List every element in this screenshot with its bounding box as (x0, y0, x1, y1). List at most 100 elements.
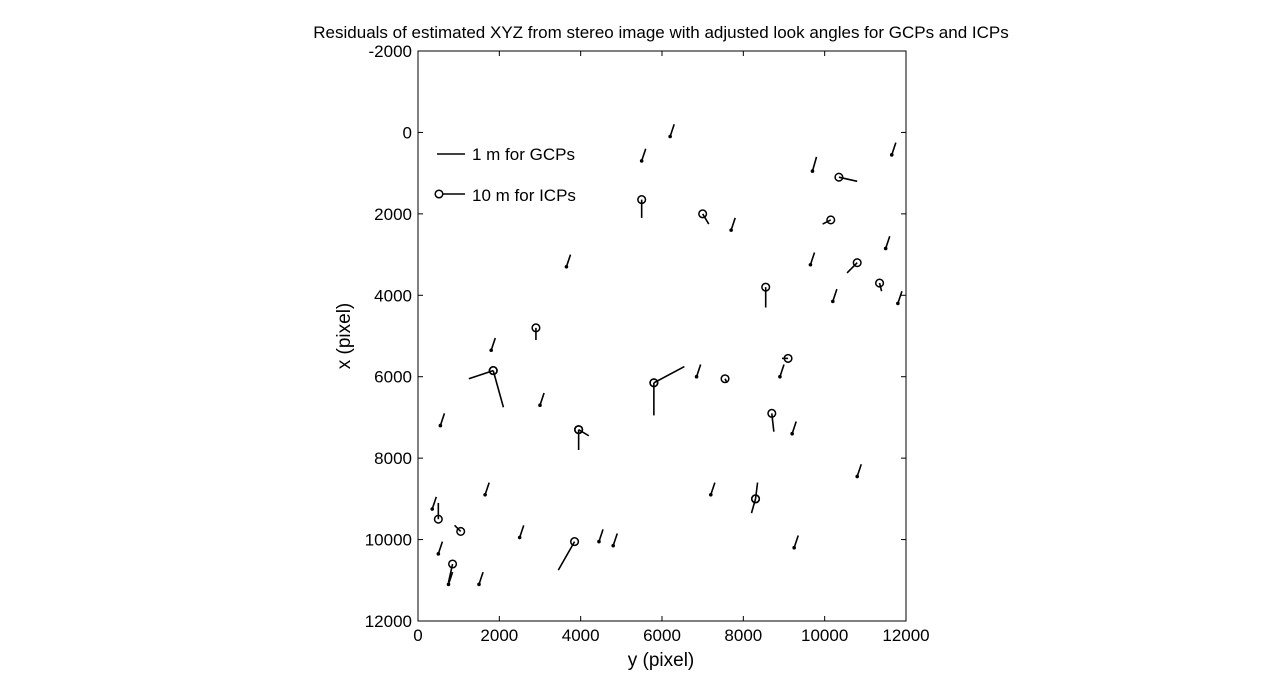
gcp-point-marker (436, 552, 441, 556)
x-axis-ticks: 0 2000 4000 6000 8000 10000 12000 (413, 51, 930, 645)
gcp-residual-vector (897, 290, 903, 304)
icp-residual-vector (846, 262, 858, 274)
gcp-residual-vector (884, 235, 891, 249)
chart-title: Residuals of estimated XYZ from stereo i… (313, 23, 1008, 42)
icp-residual-vector (750, 498, 757, 514)
gcp-residual-vector (809, 252, 816, 266)
x-tick-label: 4000 (562, 626, 600, 645)
gcp-residual-vector (539, 392, 545, 406)
gcp-residual-vector (484, 482, 490, 496)
gcp-point-marker (446, 582, 451, 587)
gcp-point-marker (483, 492, 487, 497)
icp-residual-vector (557, 541, 576, 571)
gcp-residual-vector (490, 337, 497, 351)
y-tick-label: 6000 (374, 368, 412, 387)
x-tick-label: 8000 (724, 626, 762, 645)
gcp-point-marker (883, 246, 888, 251)
gcp-point-marker (517, 535, 522, 540)
icp-point-marker (834, 172, 844, 182)
gcp-residual-vector (856, 463, 863, 477)
x-tick-label: 10000 (801, 626, 848, 645)
gcp-residual-vector (779, 364, 785, 377)
gcp-residual-vector (891, 142, 897, 156)
gcp-residual-vector (565, 254, 572, 268)
icp-point-marker (433, 514, 443, 524)
gcp-residual-vector (710, 482, 716, 496)
gcp-point-marker (668, 134, 672, 139)
gcp-residual-vector (695, 364, 702, 377)
gcp-point-marker (889, 153, 894, 157)
gcp-residual-vector (437, 541, 444, 555)
x-tick-label: 6000 (643, 626, 681, 645)
legend: 1 m for GCPs 10 m for ICPs (434, 145, 576, 205)
plot-area-frame (417, 50, 907, 622)
legend-gcp-label: 1 m for GCPs (472, 145, 575, 164)
legend-icp-marker (434, 189, 444, 199)
x-tick-label: 0 (413, 626, 422, 645)
y-tick-label: 8000 (374, 449, 412, 468)
icp-residual-vector (754, 482, 759, 499)
gcp-point-marker (597, 539, 601, 544)
gcp-point-marker (430, 507, 435, 511)
gcp-residual-vector (832, 288, 838, 302)
icp-point-marker (767, 408, 777, 418)
gcp-residual-vector (612, 533, 619, 546)
gcp-point-marker (564, 264, 569, 269)
icp-point-marker (649, 378, 659, 388)
gcp-point-marker (694, 374, 699, 379)
gcp-point-marker (810, 169, 815, 173)
residual-vectors (430, 124, 903, 587)
y-axis-ticks: -2000 0 2000 4000 6000 8000 10000 12000 (365, 42, 906, 631)
gcp-point-marker (639, 159, 644, 163)
gcp-point-marker (477, 582, 481, 587)
gcp-residual-vector (431, 496, 438, 510)
gcp-residual-vector (640, 148, 647, 162)
y-tick-label: 0 (403, 123, 412, 142)
icp-point-marker (448, 559, 458, 569)
x-tick-label: 2000 (480, 626, 518, 645)
y-tick-label: 2000 (374, 205, 412, 224)
icp-point-marker (488, 366, 498, 376)
icp-point-marker (531, 323, 541, 333)
icp-point-marker (637, 195, 647, 205)
gcp-point-marker (792, 545, 796, 550)
y-tick-label: -2000 (369, 42, 412, 61)
gcp-residual-vector (518, 525, 525, 538)
gcp-residual-vector (478, 571, 484, 585)
icp-point-marker (761, 282, 771, 292)
gcp-residual-vector (791, 421, 797, 434)
icp-point-marker (783, 353, 793, 363)
gcp-residual-vector (793, 535, 799, 548)
legend-icp-label: 10 m for ICPs (472, 186, 576, 205)
x-tick-label: 12000 (882, 626, 929, 645)
icp-point-marker (852, 258, 862, 268)
icp-point-marker (826, 215, 836, 225)
gcp-point-marker (831, 299, 835, 304)
gcp-point-marker (489, 348, 494, 353)
gcp-residual-vector (439, 413, 446, 426)
gcp-point-marker (538, 403, 542, 408)
gcp-residual-vector (669, 124, 675, 137)
gcp-residual-vector (730, 217, 736, 231)
gcp-point-marker (709, 492, 713, 497)
gcp-point-marker (896, 301, 900, 306)
x-axis-label: y (pixel) (628, 650, 695, 671)
gcp-point-marker (808, 262, 813, 267)
y-axis-label: x (pixel) (334, 303, 355, 370)
y-tick-label: 4000 (374, 286, 412, 305)
gcp-point-marker (855, 474, 859, 479)
icp-residual-vector (578, 428, 590, 437)
icp-point-marker (750, 494, 761, 504)
gcp-residual-vector (811, 156, 818, 172)
icp-point-marker (720, 374, 730, 384)
y-tick-label: 12000 (365, 612, 412, 631)
gcp-point-marker (611, 543, 615, 548)
y-tick-label: 10000 (365, 531, 412, 550)
icp-residual-vector (492, 370, 505, 408)
icp-point-marker (698, 209, 708, 219)
icp-point-marker (456, 526, 466, 536)
icp-point-marker (875, 278, 885, 288)
icp-point-marker (574, 425, 584, 435)
